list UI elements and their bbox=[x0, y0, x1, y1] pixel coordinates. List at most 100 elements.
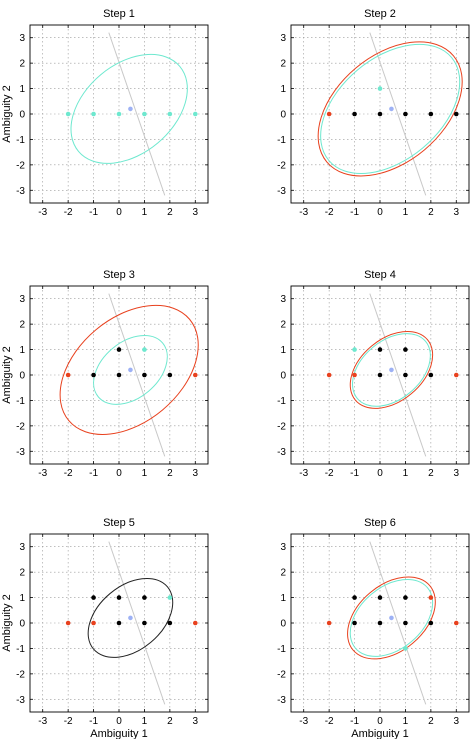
data-point-black bbox=[428, 372, 434, 378]
y-tick-label: 2 bbox=[19, 568, 25, 579]
subplot-title: Step 2 bbox=[364, 8, 396, 20]
guide-line bbox=[108, 32, 166, 196]
data-point-red bbox=[65, 620, 71, 626]
guide-line bbox=[108, 293, 166, 457]
y-tick-label: -3 bbox=[277, 447, 286, 458]
ellipse-red bbox=[59, 304, 199, 435]
data-point-cyan bbox=[167, 595, 173, 600]
y-tick-label: 0 bbox=[19, 619, 25, 630]
subplot-title: Step 6 bbox=[364, 517, 396, 529]
data-point-red bbox=[326, 620, 332, 626]
x-tick-label: -3 bbox=[38, 207, 47, 218]
y-tick-label: 0 bbox=[19, 371, 25, 382]
x-tick-label: -3 bbox=[38, 716, 47, 727]
x-tick-label: 1 bbox=[403, 716, 409, 727]
ellipse-cyan bbox=[320, 43, 461, 174]
y-tick-label: 1 bbox=[280, 345, 286, 356]
y-tick-label: 3 bbox=[280, 294, 286, 305]
x-tick-label: -2 bbox=[325, 207, 334, 218]
y-tick-label: -3 bbox=[16, 447, 25, 458]
data-point-black bbox=[377, 595, 383, 600]
y-tick-label: -1 bbox=[16, 644, 25, 655]
data-point-black bbox=[352, 620, 357, 626]
x-tick-label: -2 bbox=[64, 716, 73, 727]
x-tick-label: 1 bbox=[142, 207, 148, 218]
y-tick-label: -2 bbox=[16, 160, 25, 171]
y-tick-label: 0 bbox=[280, 110, 286, 121]
x-tick-label: -3 bbox=[299, 468, 308, 479]
data-point-black bbox=[116, 620, 122, 626]
data-point-black bbox=[403, 372, 408, 378]
data-point-cyan bbox=[403, 646, 408, 651]
x-tick-label: 3 bbox=[454, 716, 460, 727]
x-tick-label: 3 bbox=[454, 468, 460, 479]
x-tick-label: 2 bbox=[428, 468, 434, 479]
data-point-cyan bbox=[91, 111, 96, 117]
data-point-black bbox=[453, 111, 459, 117]
data-point-black bbox=[91, 595, 96, 600]
data-point-black bbox=[403, 620, 408, 626]
data-point-black bbox=[377, 347, 383, 352]
x-tick-label: -2 bbox=[325, 468, 334, 479]
guide-line bbox=[369, 541, 427, 705]
x-axis-label: Ambiguity 1 bbox=[351, 728, 408, 739]
y-tick-label: 1 bbox=[19, 593, 25, 604]
x-tick-label: -1 bbox=[350, 468, 359, 479]
data-point-black bbox=[142, 595, 147, 600]
data-point-blue bbox=[389, 615, 394, 621]
x-tick-label: 3 bbox=[193, 468, 199, 479]
data-point-red bbox=[453, 620, 459, 626]
y-tick-label: 0 bbox=[280, 619, 286, 630]
x-tick-label: 0 bbox=[116, 716, 122, 727]
y-tick-label: 0 bbox=[19, 110, 25, 121]
y-tick-label: -3 bbox=[277, 695, 286, 706]
guide-line bbox=[369, 293, 427, 457]
ellipse-red bbox=[317, 41, 463, 177]
x-tick-label: -3 bbox=[299, 716, 308, 727]
subplot-title: Step 1 bbox=[103, 8, 135, 20]
data-point-red bbox=[91, 620, 96, 626]
data-point-black bbox=[428, 111, 434, 117]
y-tick-label: 1 bbox=[280, 84, 286, 95]
x-tick-label: 1 bbox=[142, 468, 148, 479]
x-tick-label: -1 bbox=[89, 468, 98, 479]
x-tick-label: 1 bbox=[142, 716, 148, 727]
x-tick-label: 3 bbox=[454, 207, 460, 218]
x-tick-label: 0 bbox=[116, 207, 122, 218]
x-tick-label: 2 bbox=[428, 716, 434, 727]
data-point-cyan bbox=[192, 111, 198, 117]
data-point-black bbox=[377, 372, 383, 378]
x-tick-label: 0 bbox=[377, 468, 383, 479]
data-point-cyan bbox=[167, 111, 173, 117]
data-point-black bbox=[377, 620, 383, 626]
data-point-black bbox=[403, 595, 408, 600]
data-point-black bbox=[167, 620, 173, 626]
x-tick-label: -1 bbox=[350, 716, 359, 727]
x-tick-label: -2 bbox=[64, 468, 73, 479]
subplot-title: Step 5 bbox=[103, 517, 135, 529]
data-point-black bbox=[116, 347, 122, 352]
guide-line bbox=[369, 32, 427, 196]
x-tick-label: 1 bbox=[403, 468, 409, 479]
ellipse-cyan bbox=[70, 53, 188, 164]
data-point-cyan bbox=[377, 86, 383, 91]
subplot-6: -3 -2 -1 0 1 2 3 -3 -2 -1 0 1 2 3 Step 6 Ambiguity 1 bbox=[277, 517, 470, 739]
guide-line bbox=[108, 541, 166, 705]
x-tick-label: 3 bbox=[193, 207, 199, 218]
ellipse-cyan bbox=[349, 578, 434, 657]
y-tick-label: -1 bbox=[16, 135, 25, 146]
y-tick-label: 2 bbox=[19, 320, 25, 331]
y-tick-label: 3 bbox=[280, 33, 286, 44]
y-tick-label: 3 bbox=[19, 33, 25, 44]
x-tick-label: -2 bbox=[325, 716, 334, 727]
ellipse-ellipse_black bbox=[87, 577, 174, 658]
data-point-black bbox=[116, 595, 122, 600]
data-point-black bbox=[142, 372, 147, 378]
ellipse-red bbox=[349, 330, 434, 409]
data-point-cyan bbox=[116, 111, 122, 117]
data-point-black bbox=[428, 620, 434, 626]
data-point-blue bbox=[128, 106, 133, 112]
y-tick-label: -2 bbox=[277, 160, 286, 171]
y-axis-label: Ambiguity 2 bbox=[1, 594, 13, 651]
x-tick-label: 2 bbox=[428, 207, 434, 218]
